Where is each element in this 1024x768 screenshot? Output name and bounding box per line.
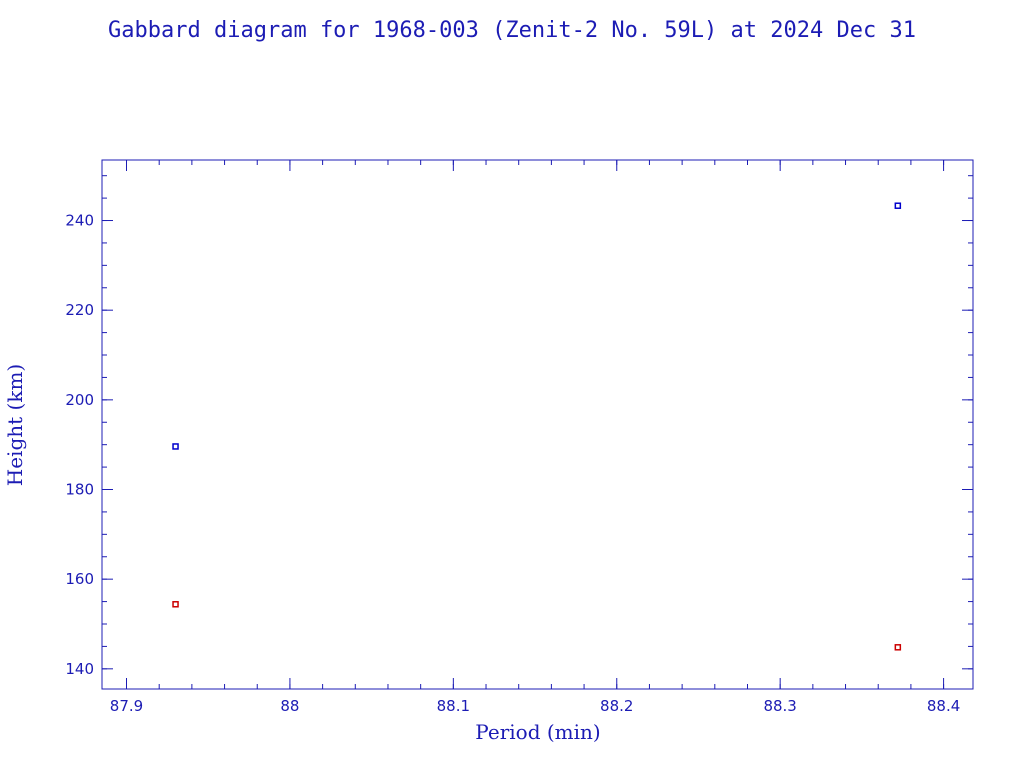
y-axis-label: Height (km)	[3, 364, 27, 486]
x-axis-ticks: 87.9 88 88.1 88.2 88.3 88.4	[110, 160, 960, 715]
apogee-point	[172, 443, 179, 450]
x-tick-label: 88.4	[927, 697, 960, 715]
y-tick-label: 160	[65, 570, 94, 588]
y-tick-label: 200	[65, 391, 94, 409]
chart-title: Gabbard diagram for 1968-003 (Zenit-2 No…	[108, 18, 916, 43]
y-tick-label: 180	[65, 481, 94, 499]
x-tick-label: 87.9	[110, 697, 143, 715]
apogee-point	[894, 202, 902, 209]
y-tick-label: 220	[65, 301, 94, 319]
plot-frame	[101, 159, 974, 690]
data-points	[172, 202, 902, 651]
y-tick-label: 240	[65, 212, 94, 230]
perigee-point	[172, 601, 179, 608]
x-tick-label: 88.2	[600, 697, 633, 715]
x-tick-label: 88.3	[763, 697, 796, 715]
perigee-point	[894, 644, 902, 651]
x-tick-label: 88	[280, 697, 299, 715]
y-axis-ticks: 140 160 180 200 220 240	[65, 175, 973, 678]
x-axis-label: Period (min)	[475, 720, 600, 744]
y-tick-label: 140	[65, 660, 94, 678]
x-tick-label: 88.1	[437, 697, 470, 715]
